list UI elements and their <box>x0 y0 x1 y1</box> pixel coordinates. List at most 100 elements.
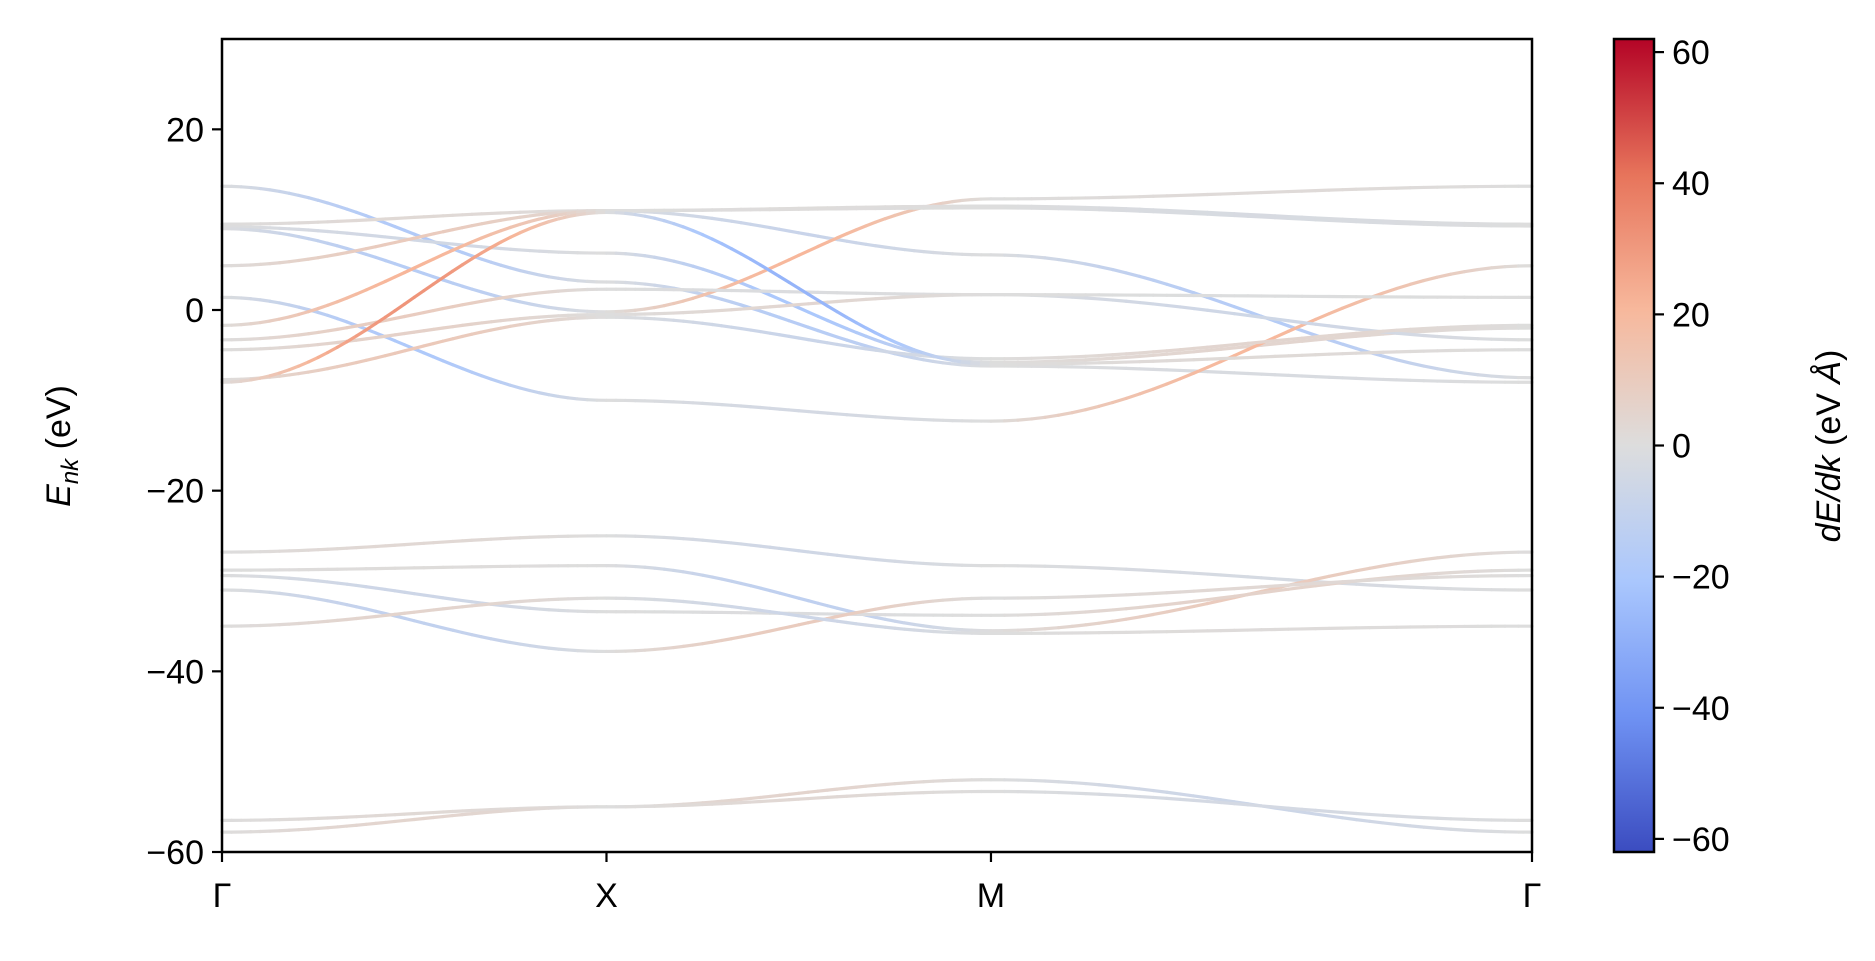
band-segment <box>383 216 397 221</box>
band-segment <box>720 798 734 803</box>
band-segment <box>489 319 503 324</box>
band-segment <box>864 783 878 788</box>
band-segment <box>1381 577 1399 582</box>
band-segment <box>508 323 522 328</box>
band-segment <box>1043 256 1061 262</box>
band-segment <box>335 617 349 622</box>
band-segment <box>508 808 522 813</box>
band-segment <box>893 619 907 625</box>
band-segment <box>431 253 445 261</box>
band-segment <box>768 798 782 803</box>
band-segment <box>1084 565 1101 570</box>
band-segment <box>258 589 272 594</box>
band-segment <box>527 388 541 395</box>
band-segment <box>335 363 349 369</box>
band-segment <box>412 619 426 625</box>
band-segment <box>1273 805 1291 810</box>
band-segment <box>431 355 445 363</box>
band-segment <box>816 240 830 249</box>
band-segment <box>768 406 782 411</box>
band-segment <box>816 234 830 240</box>
band-segment <box>354 232 368 237</box>
band-segment <box>1503 375 1521 380</box>
band-segment <box>1422 575 1439 580</box>
band-segment <box>893 602 907 608</box>
band-segment <box>268 317 282 323</box>
band-segment <box>710 539 724 544</box>
band-segment <box>845 611 859 617</box>
band-segment <box>556 394 570 400</box>
band-segment <box>864 326 878 335</box>
band-segment <box>816 795 830 800</box>
band-segment <box>1286 578 1304 583</box>
band-segment <box>652 566 666 571</box>
band-segment <box>768 588 782 595</box>
band-segment <box>527 223 541 231</box>
band-segment <box>902 347 916 354</box>
band-segment <box>537 220 551 227</box>
band-segment <box>326 365 339 371</box>
band-segment <box>701 601 714 606</box>
band-segment <box>758 305 772 310</box>
band-segment <box>1205 587 1223 592</box>
band-segment <box>902 208 916 215</box>
band-segment <box>537 304 551 309</box>
band-segment <box>1341 334 1358 340</box>
band-segment <box>1002 418 1020 423</box>
band-segment <box>460 604 474 609</box>
band-segment <box>1219 587 1237 592</box>
band-segment <box>1246 212 1264 217</box>
band-segment <box>287 372 301 377</box>
band-segment <box>787 319 801 326</box>
band-segment <box>729 579 743 586</box>
band-segment <box>912 600 926 605</box>
band-segment <box>297 257 311 263</box>
band-segment <box>508 604 522 609</box>
band-segment <box>1232 592 1250 598</box>
band-segment <box>431 339 445 346</box>
band-segment <box>749 405 762 410</box>
band-segment <box>883 341 897 348</box>
band-segment <box>662 284 676 290</box>
band-segment <box>249 185 263 191</box>
band-segment <box>1273 340 1291 346</box>
band-segment <box>403 817 416 823</box>
band-segment <box>556 647 570 652</box>
y-tick-label: 20 <box>166 111 204 149</box>
band-segment <box>1341 325 1358 331</box>
band-segment <box>1138 591 1155 596</box>
band-segment <box>1408 557 1426 564</box>
band-segment <box>566 210 580 216</box>
band-segment <box>441 337 455 343</box>
band-segment <box>1354 330 1372 335</box>
band-segment <box>306 620 320 625</box>
band-segment <box>1259 372 1277 377</box>
band-segment <box>652 317 666 322</box>
band-segment <box>383 316 397 323</box>
band-segment <box>1449 270 1466 276</box>
band-segment <box>518 599 532 604</box>
band-segment <box>1111 793 1128 798</box>
band-segment <box>537 319 551 324</box>
band-segment <box>547 211 561 216</box>
band-segment <box>1151 352 1169 357</box>
band-segment <box>422 239 436 244</box>
band-segment <box>1205 596 1223 602</box>
band-segment <box>1070 259 1088 266</box>
band-segment <box>806 615 820 621</box>
band-segment <box>1151 349 1169 354</box>
band-segment <box>1395 822 1412 828</box>
band-segment <box>1286 585 1304 591</box>
band-segment <box>701 215 714 220</box>
band-segment <box>1205 212 1223 217</box>
band-segment <box>1205 347 1223 353</box>
band-segment <box>1232 344 1250 350</box>
band-segment <box>1165 796 1182 801</box>
band-segment <box>537 645 551 650</box>
band-segment <box>1341 376 1358 380</box>
band-segment <box>1205 572 1223 577</box>
band-segment <box>479 635 493 641</box>
band-segment <box>1273 354 1291 359</box>
band-segment <box>1084 792 1101 796</box>
band-segment <box>422 257 436 266</box>
